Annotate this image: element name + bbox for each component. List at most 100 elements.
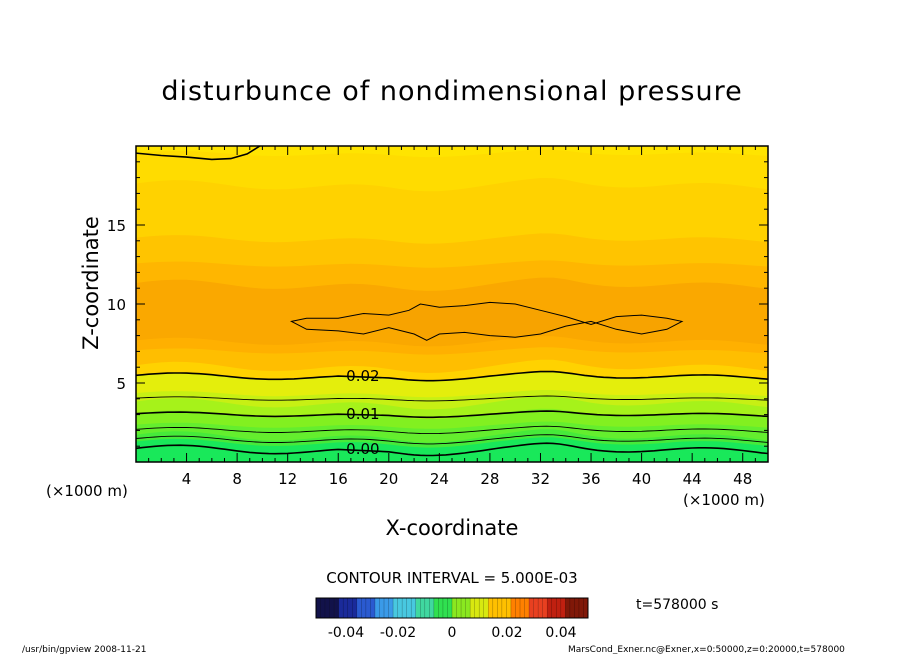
band-14: [136, 146, 768, 192]
contour-label: 0.00: [346, 440, 379, 458]
colorbar: -0.04 -0.02 0 0.02 0.04: [315, 597, 589, 641]
colorbar-cell: [397, 598, 403, 618]
colorbar-cell: [547, 598, 553, 618]
contour-fill: [136, 146, 768, 462]
contour-line-2: [136, 425, 768, 435]
colorbar-cell: [384, 598, 389, 618]
colorbar-cell: [533, 598, 539, 618]
colorbar-cell: [334, 598, 339, 618]
colorbar-cell: [474, 598, 480, 618]
x-tick-label: 16: [329, 470, 348, 488]
contour-label: 0.01: [346, 405, 379, 423]
y-tick-label: 10: [107, 296, 126, 314]
colorbar-cell: [402, 598, 407, 618]
colorbar-cell: [520, 598, 525, 618]
colorbar-cell: [338, 598, 344, 618]
colorbar-cell: [365, 598, 371, 618]
x-tick-label: 44: [683, 470, 702, 488]
contour-line-0: [136, 442, 768, 457]
colorbar-cell: [510, 598, 516, 618]
colorbar-cell: [352, 598, 358, 618]
colorbar-cell: [343, 598, 349, 618]
x-tick-label: 8: [232, 470, 242, 488]
colorbar-cell: [420, 598, 426, 618]
closed-contour-line: [290, 301, 684, 341]
colorbar-cell: [452, 598, 457, 618]
colorbar-cell: [447, 598, 453, 618]
colorbar-cell: [524, 598, 530, 618]
colorbar-cell: [438, 598, 444, 618]
contour-interval-label: CONTOUR INTERVAL = 5.000E-03: [326, 569, 577, 587]
colorbar-cell: [433, 598, 439, 618]
time-label: t=578000 s: [636, 597, 718, 613]
colorbar-cell: [569, 598, 575, 618]
colorbar-cell: [415, 598, 421, 618]
colorbar-cell: [556, 598, 562, 618]
colorbar-cell: [465, 598, 471, 618]
colorbar-cell: [456, 598, 462, 618]
colorbar-cell: [542, 598, 548, 618]
colorbar-cell: [325, 598, 330, 618]
colorbar-cell: [565, 598, 571, 618]
colorbar-cell: [461, 598, 466, 618]
y-tick-label: 15: [107, 217, 126, 235]
band-15: [136, 146, 768, 158]
colorbar-cell: [578, 598, 584, 618]
colorbar-cell: [538, 598, 543, 618]
contour-label: 0.02: [346, 367, 379, 385]
colorbar-cell: [501, 598, 507, 618]
colorbar-cell: [411, 598, 417, 618]
colorbar-cell: [506, 598, 512, 618]
colorbar-cell: [574, 598, 580, 618]
colorbar-cell: [316, 598, 321, 618]
chart-title: disturbunce of nondimensional pressure: [161, 76, 743, 107]
colorbar-cell: [347, 598, 353, 618]
colorbar-cell: [406, 598, 412, 618]
colorbar-cell: [429, 598, 435, 618]
x-tick-label: 48: [733, 470, 752, 488]
y-axis-label: Z-coordinate: [79, 216, 103, 350]
colorbar-cell: [361, 598, 367, 618]
top-contour-line: [136, 146, 261, 161]
colorbar-cell: [551, 598, 557, 618]
colorbar-cell: [424, 598, 430, 618]
colorbar-tick-label: 0: [448, 625, 457, 641]
colorbar-cell: [442, 598, 448, 618]
x-tick-label: 20: [379, 470, 398, 488]
colorbar-cell: [497, 598, 503, 618]
colorbar-cell: [320, 598, 326, 618]
colorbar-tick-label: 0.02: [491, 625, 522, 641]
x-axis-label: X-coordinate: [386, 516, 519, 540]
colorbar-cell: [515, 598, 521, 618]
contour-line-5: [136, 370, 768, 382]
x-tick-label: 28: [480, 470, 499, 488]
x-tick-label: 4: [182, 470, 192, 488]
x-tick-label: 32: [531, 470, 550, 488]
colorbar-cell: [388, 598, 394, 618]
x-tick-label: 12: [278, 470, 297, 488]
colorbar-cell: [356, 598, 362, 618]
colorbar-cell: [583, 598, 589, 618]
contour-line-4: [136, 395, 768, 402]
colorbar-cell: [483, 598, 489, 618]
colorbar-cell: [379, 598, 385, 618]
y-tick-label: 5: [116, 375, 126, 393]
contour-line-3: [136, 410, 768, 419]
colorbar-tick-label: -0.02: [380, 625, 416, 641]
x-tick-label: 40: [632, 470, 651, 488]
colorbar-cell: [479, 598, 485, 618]
colorbar-tick-label: 0.04: [545, 625, 576, 641]
contour-lines: 0.00 0.01 0.02: [136, 367, 768, 458]
x-unit-right: (×1000 m): [683, 491, 765, 509]
colorbar-cell: [488, 598, 494, 618]
footer-left: /usr/bin/gpview 2008-11-21: [22, 645, 146, 654]
colorbar-frame: [315, 597, 589, 619]
colorbar-tick-label: -0.04: [328, 625, 364, 641]
footer-right: MarsCond_Exner.nc@Exner,x=0:50000,z=0:20…: [568, 645, 845, 654]
closed-contour: [136, 146, 684, 341]
colorbar-cell: [329, 598, 335, 618]
x-tick-label: 36: [581, 470, 600, 488]
x-unit-left: (×1000 m): [46, 482, 128, 500]
